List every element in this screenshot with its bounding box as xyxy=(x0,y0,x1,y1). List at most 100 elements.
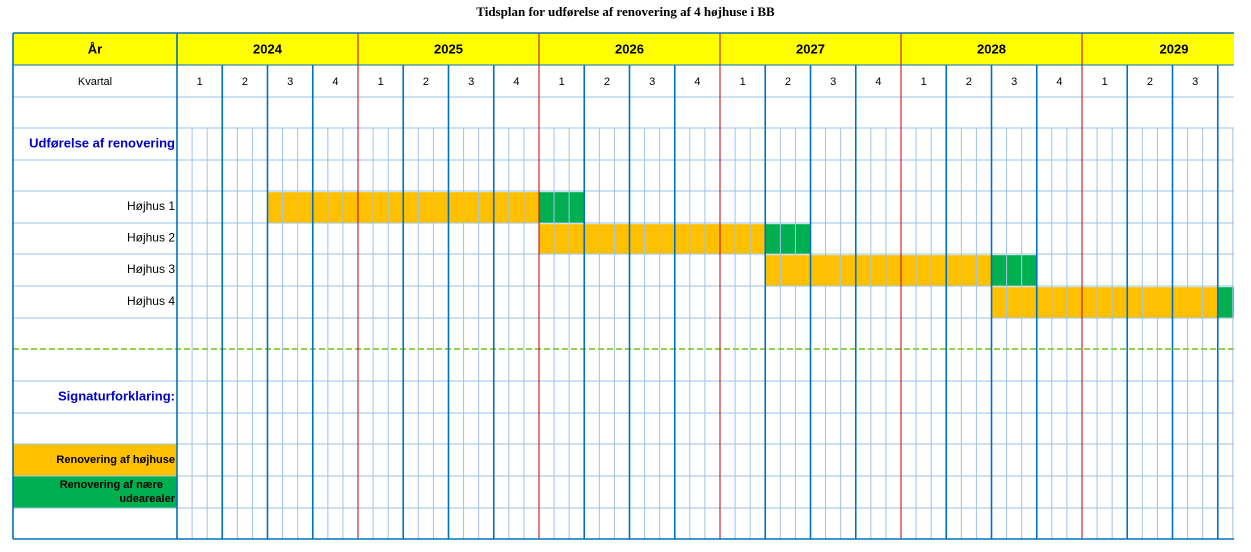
quarter-cell: 1 xyxy=(740,76,746,88)
renovation-bar-cell xyxy=(1142,286,1158,319)
quarter-cell: 4 xyxy=(332,76,338,88)
renovation-bar-cell xyxy=(780,254,796,287)
quarter-cell: 4 xyxy=(1056,76,1062,88)
renovation-bar-cell xyxy=(719,223,736,255)
renovation-bar-cell xyxy=(583,223,600,255)
renovation-bar-cell xyxy=(870,254,887,287)
outdoor-bar-cell xyxy=(991,254,1007,287)
quarter-cell: 3 xyxy=(1192,76,1198,88)
outdoor-bar-cell xyxy=(795,223,811,255)
renovation-bar-cell xyxy=(463,191,479,224)
renovation-bar-cell xyxy=(930,254,947,287)
renovation-bar-cell xyxy=(568,223,585,255)
renovation-bar-cell xyxy=(810,254,826,287)
outdoor-bar-cell xyxy=(1217,286,1234,319)
renovation-bar-cell xyxy=(402,191,419,224)
renovation-bar-cell xyxy=(553,223,570,255)
quarter-cell: 2 xyxy=(785,76,791,88)
quarter-cell: 2 xyxy=(423,76,429,88)
year-cell-2029: 2029 xyxy=(1160,41,1189,56)
quarter-cell: 4 xyxy=(875,76,881,88)
quarter-cell: 3 xyxy=(287,76,293,88)
renovation-bar-cell xyxy=(1021,286,1038,319)
renovation-bar-cell xyxy=(855,254,872,287)
renovation-bar-cell xyxy=(976,254,992,287)
renovation-bar-cell xyxy=(282,191,298,224)
page-title: Tidsplan for udførelse af renovering af … xyxy=(476,4,775,19)
renovation-bar-cell xyxy=(297,191,314,224)
year-label: År xyxy=(88,41,102,56)
quarter-cell: 1 xyxy=(378,76,384,88)
renovation-bar-cell xyxy=(825,254,841,287)
legend-swatch-renovation xyxy=(13,444,177,476)
renovation-bar-cell xyxy=(915,254,932,287)
outdoor-bar-cell xyxy=(764,223,781,255)
row-label-hojhus-4: Højhus 4 xyxy=(127,294,175,308)
renovation-bar-cell xyxy=(387,191,404,224)
quarter-cell: 3 xyxy=(1011,76,1017,88)
renovation-bar-cell xyxy=(448,191,464,224)
quarter-cell: 2 xyxy=(966,76,972,88)
renovation-bar-cell xyxy=(734,223,751,255)
renovation-bar-cell xyxy=(961,254,977,287)
renovation-bar-cell xyxy=(614,223,630,255)
row-label-hojhus-2: Højhus 2 xyxy=(127,231,175,245)
renovation-bar-cell xyxy=(312,191,329,224)
renovation-bar-cell xyxy=(764,254,781,287)
renovation-bar-cell xyxy=(1096,286,1113,319)
renovation-bar-cell xyxy=(1066,286,1083,319)
renovation-bar-cell xyxy=(1006,286,1022,319)
renovation-bar-cell xyxy=(493,191,510,224)
legend-label-renovation: Renovering af højhuse xyxy=(56,454,175,466)
year-cell-2027: 2027 xyxy=(796,41,825,56)
renovation-bar-cell xyxy=(267,191,283,224)
renovation-bar-cell xyxy=(538,223,555,255)
section-title: Udførelse af renovering xyxy=(29,135,175,150)
outdoor-bar-cell xyxy=(538,191,555,224)
renovation-bar-cell xyxy=(795,254,811,287)
renovation-bar-cell xyxy=(1187,286,1203,319)
quarter-cell: 1 xyxy=(1102,76,1108,88)
renovation-bar-cell xyxy=(1172,286,1188,319)
legend-label-outdoor-line2: udearealer xyxy=(119,493,175,505)
quarter-cell: 1 xyxy=(559,76,565,88)
renovation-bar-cell xyxy=(1081,286,1098,319)
year-cell-2025: 2025 xyxy=(434,41,463,56)
renovation-bar-cell xyxy=(1036,286,1053,319)
quarter-cell: 2 xyxy=(604,76,610,88)
renovation-bar-cell xyxy=(1202,286,1219,319)
renovation-bar-cell xyxy=(644,223,660,255)
quarter-cell: 1 xyxy=(197,76,203,88)
renovation-bar-cell xyxy=(1157,286,1173,319)
renovation-bar-cell xyxy=(991,286,1007,319)
renovation-bar-cell xyxy=(629,223,645,255)
renovation-bar-cell xyxy=(372,191,389,224)
renovation-bar-cell xyxy=(689,223,706,255)
renovation-bar-cell xyxy=(749,223,766,255)
renovation-bar-cell xyxy=(704,223,721,255)
quarter-cell: 3 xyxy=(468,76,474,88)
outdoor-bar-cell xyxy=(568,191,585,224)
year-cell-2024: 2024 xyxy=(253,41,283,56)
renovation-bar-cell xyxy=(599,223,615,255)
renovation-bar-cell xyxy=(659,223,676,255)
outdoor-bar-cell xyxy=(1021,254,1038,287)
outdoor-bar-cell xyxy=(780,223,796,255)
quarter-cell: 1 xyxy=(921,76,927,88)
year-cell-2026: 2026 xyxy=(615,41,644,56)
quarter-cell: 4 xyxy=(513,76,519,88)
renovation-bar-cell xyxy=(508,191,525,224)
quarter-label: Kvartal xyxy=(78,76,112,88)
renovation-bar-cell xyxy=(1111,286,1128,319)
renovation-bar-cell xyxy=(418,191,434,224)
legend-heading: Signaturforklaring: xyxy=(58,388,175,403)
quarter-cell: 3 xyxy=(649,76,655,88)
outdoor-bar-cell xyxy=(1006,254,1022,287)
legend-label-outdoor-line1: Renovering af nære xyxy=(60,479,163,491)
renovation-bar-cell xyxy=(900,254,917,287)
quarter-cell: 4 xyxy=(694,76,700,88)
row-label-hojhus-3: Højhus 3 xyxy=(127,262,175,276)
renovation-bar-cell xyxy=(1051,286,1068,319)
renovation-bar-cell xyxy=(885,254,902,287)
renovation-bar-cell xyxy=(1126,286,1143,319)
